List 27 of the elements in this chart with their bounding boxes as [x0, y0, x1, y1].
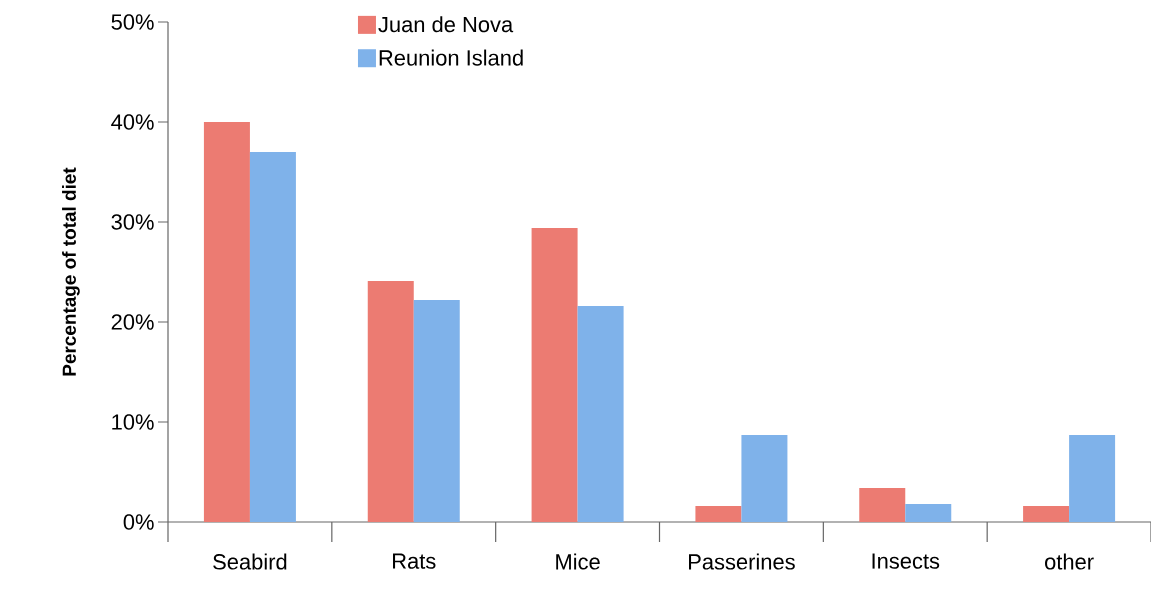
y-axis-title: Percentage of total diet	[62, 167, 80, 376]
y-tick-label: 0%	[123, 514, 154, 530]
y-tick-label: 20%	[111, 314, 154, 330]
x-tick-label: Rats	[393, 553, 436, 569]
legend-label: Juan de Nova	[378, 16, 514, 33]
bar	[695, 506, 742, 522]
bar	[249, 152, 296, 522]
x-tick-label: Seabird	[213, 553, 287, 570]
bar	[413, 300, 460, 522]
bar	[741, 435, 788, 522]
x-tick-label: Insects	[872, 553, 940, 569]
bar	[203, 122, 250, 522]
bar	[859, 488, 906, 522]
bar	[1023, 506, 1070, 522]
y-tick-label: 40%	[111, 114, 154, 130]
y-tick-label: 10%	[112, 414, 154, 430]
x-tick-label: Mice	[556, 553, 600, 570]
bar	[531, 228, 578, 522]
bar	[1069, 435, 1116, 522]
bar	[367, 281, 414, 522]
bar	[577, 306, 624, 522]
y-tick-label: 50%	[111, 14, 154, 30]
x-tick-label: other	[1045, 553, 1094, 570]
x-tick-label: Passerines	[689, 553, 795, 570]
legend-label: Reunion Island	[379, 49, 523, 66]
y-tick-label: 30%	[111, 214, 154, 230]
bar	[905, 504, 952, 522]
